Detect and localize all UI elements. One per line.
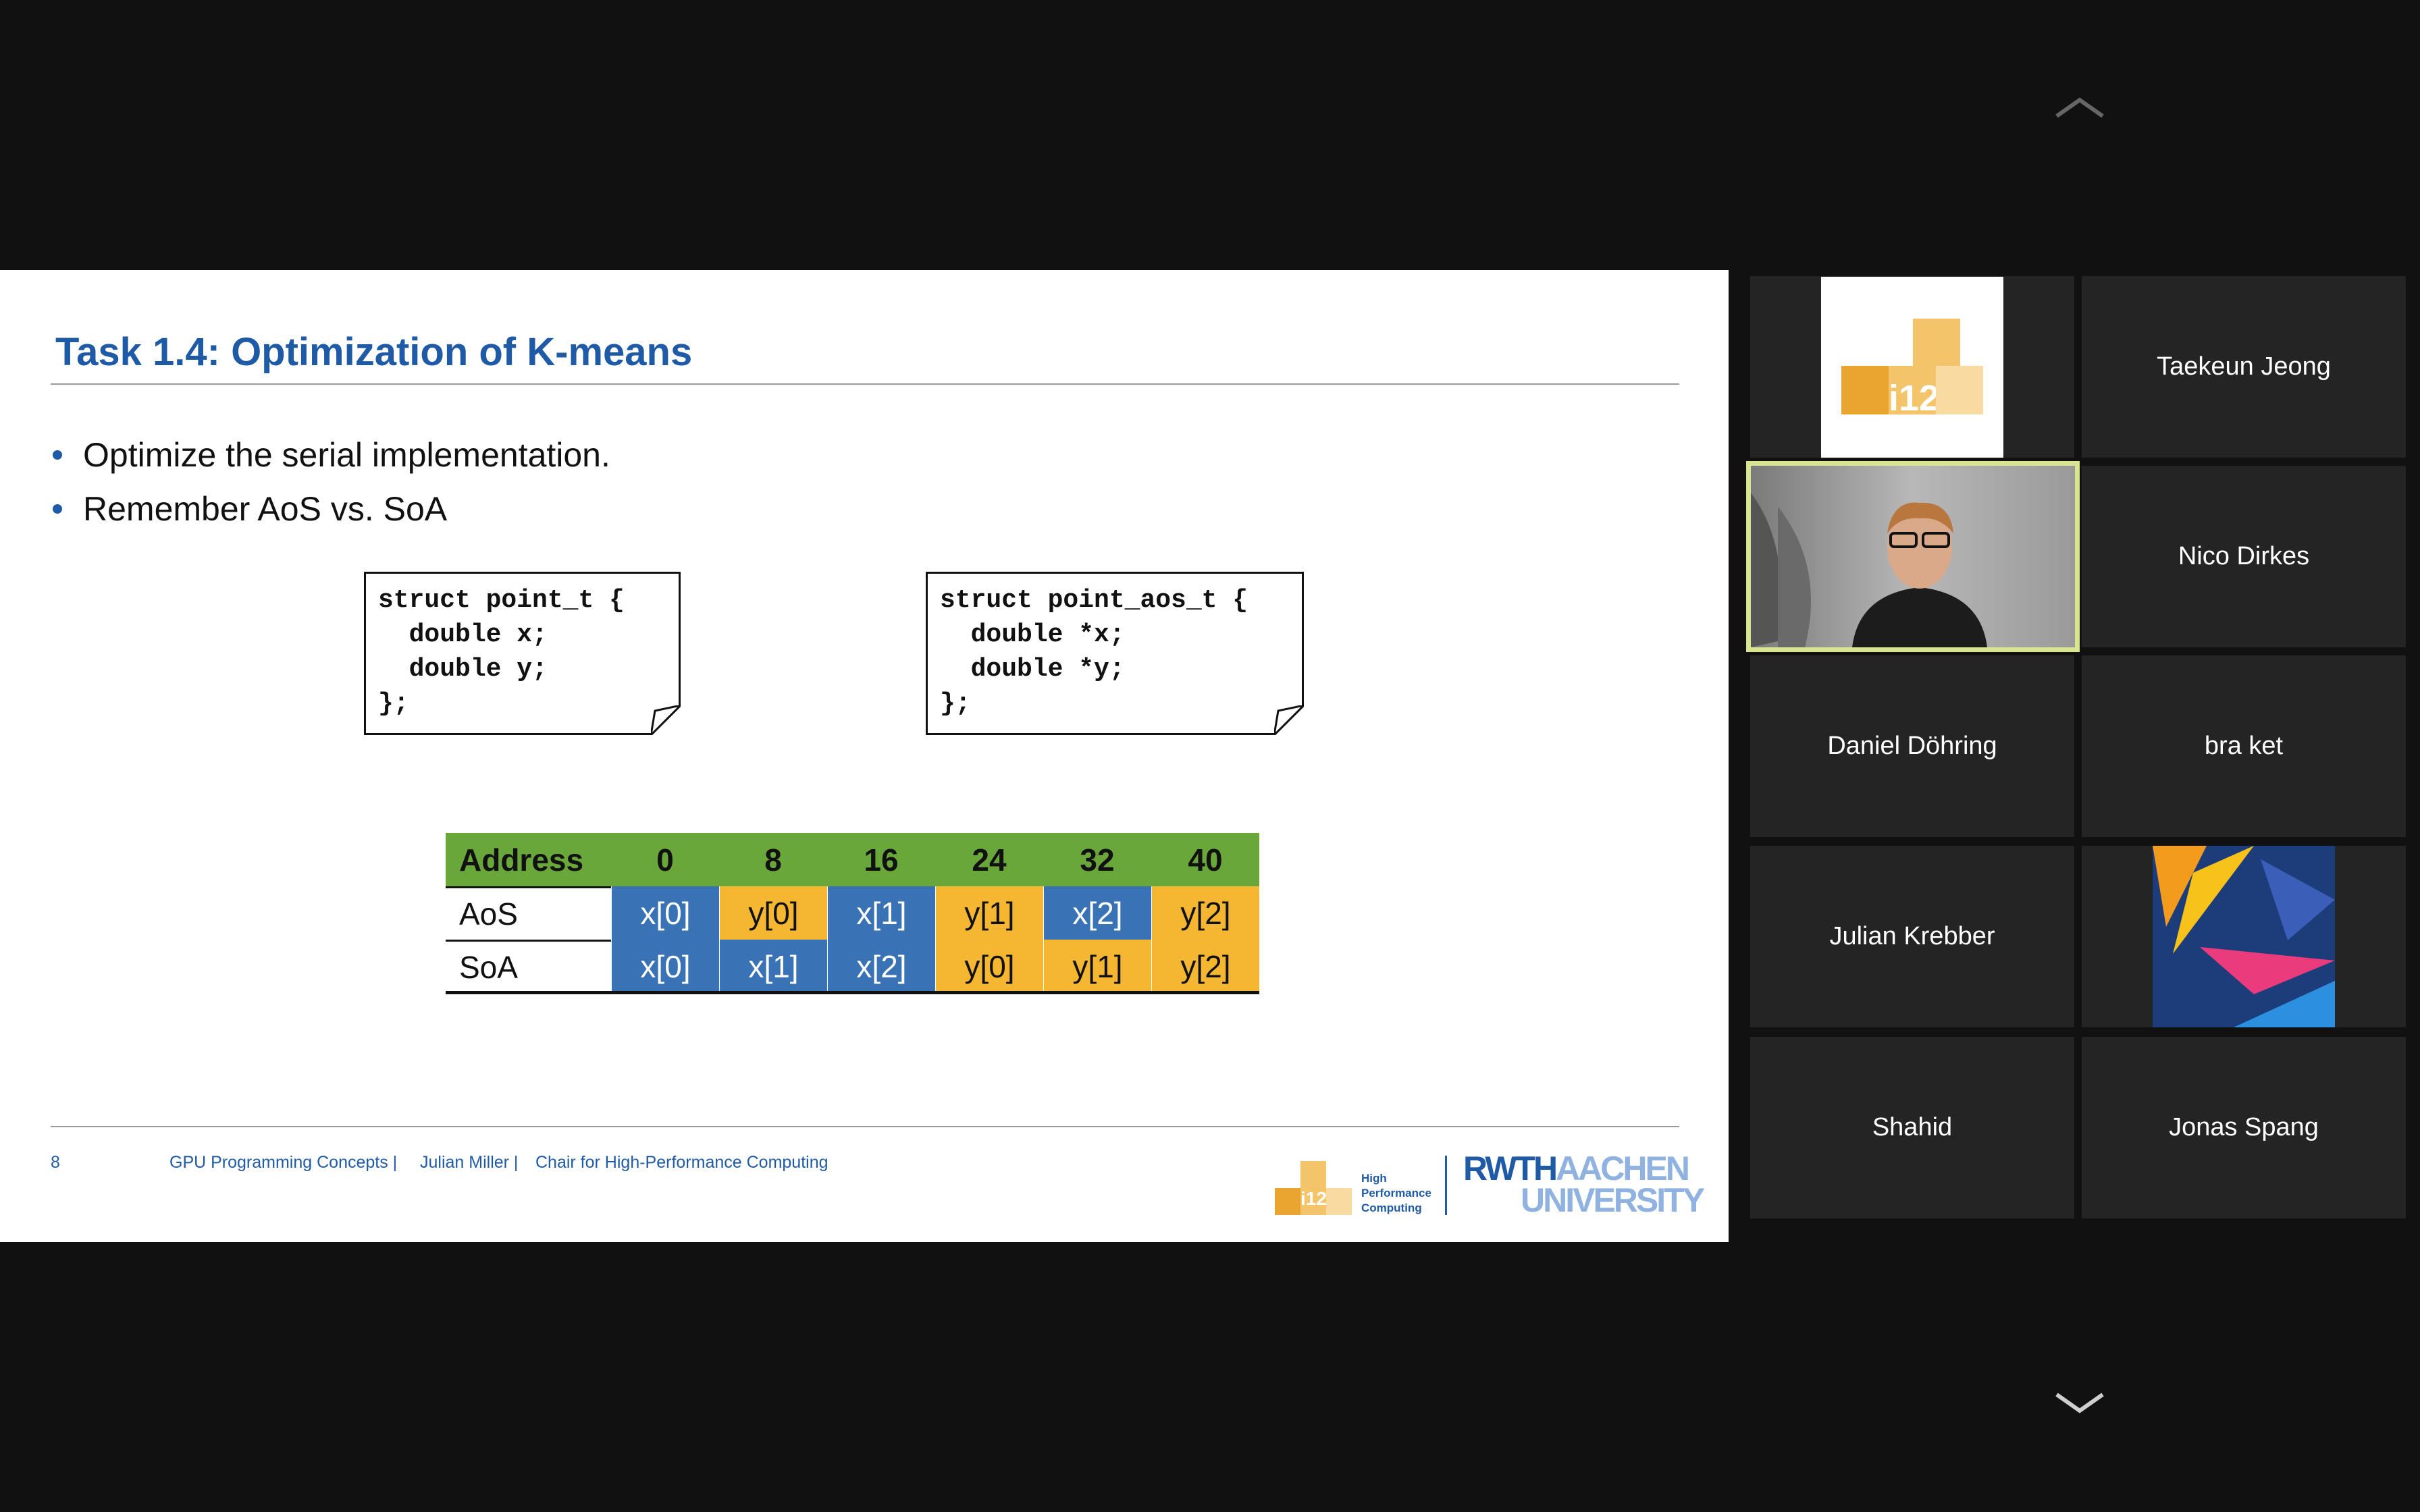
participant-name: Julian Krebber	[1829, 922, 1995, 950]
scroll-up[interactable]	[2053, 94, 2107, 122]
logo-text: UNIVERSITY	[1521, 1181, 1705, 1219]
participant-name: Shahid	[1872, 1113, 1953, 1141]
header-cell: 8	[719, 833, 827, 886]
code-line: struct point_aos_t {	[940, 586, 1248, 615]
participant-tile[interactable]: i12	[1750, 276, 2074, 458]
footer-presenter: Julian Miller |	[420, 1153, 519, 1172]
code-box: struct point_t { double x; double y;};	[364, 572, 681, 735]
page-curl	[651, 705, 681, 735]
page-curl	[1274, 705, 1304, 735]
logo-text: Computing	[1361, 1202, 1422, 1214]
logo-text: AACHEN	[1556, 1150, 1690, 1187]
row-label: SoA	[446, 940, 611, 993]
participant-tile[interactable]: Jonas Spang	[2082, 1037, 2406, 1218]
table-cell: y[0]	[935, 940, 1043, 993]
header-cell: Address	[446, 833, 611, 886]
participant-tile[interactable]: Shahid	[1750, 1037, 2074, 1218]
table-cell: x[1]	[719, 940, 827, 993]
participant-tile[interactable]: bra ket	[2082, 655, 2406, 837]
bullet-dot	[53, 450, 62, 460]
logo-square	[1300, 1161, 1326, 1188]
memory-layout-table: Address 0 8 16 24 32 40 AoS x[0] y[0] x[1] y[1] x[2]…	[446, 833, 1259, 994]
logo-text: High	[1361, 1172, 1387, 1185]
table-cell: x[1]	[827, 886, 935, 940]
table-cell: y[2]	[1151, 886, 1259, 940]
bullet-text: Remember AoS vs. SoA	[83, 490, 448, 528]
footer-chair: Chair for High-Performance Computing	[535, 1153, 828, 1172]
footer-rule	[51, 1126, 1679, 1127]
bullet-dot	[53, 504, 62, 514]
table-cell: x[0]	[611, 940, 719, 993]
bullet-text: Optimize the serial implementation.	[83, 436, 610, 474]
table-cell: x[0]	[611, 886, 719, 940]
logo-hpc: High Performance Computing	[1361, 1171, 1431, 1216]
code-line: };	[378, 689, 409, 718]
participant-name: Daniel Döhring	[1827, 732, 1997, 760]
participant-tile[interactable]: Julian Krebber	[1750, 846, 2074, 1027]
participant-name: Nico Dirkes	[2178, 542, 2310, 570]
logo-square	[1275, 1188, 1300, 1215]
logo-square	[1913, 318, 1960, 366]
header-cell: 32	[1043, 833, 1151, 886]
code-line: };	[940, 689, 971, 718]
participant-tile[interactable]: Nico Dirkes	[2082, 466, 2406, 647]
code-box: struct point_aos_t { double *x; double *…	[926, 572, 1304, 735]
header-cell: 40	[1151, 833, 1259, 886]
logo-i12: i12	[1300, 1188, 1327, 1215]
code-line: struct point_t {	[378, 586, 625, 615]
footer-course: GPU Programming Concepts |	[169, 1153, 398, 1172]
participant-tile[interactable]: Taekeun Jeong	[2082, 276, 2406, 458]
participant-name: Taekeun Jeong	[2157, 352, 2331, 381]
code-line: double *y;	[940, 655, 1125, 684]
logo-i12: i12	[1889, 365, 1939, 418]
avatar-image	[2153, 846, 2335, 1027]
scroll-down[interactable]	[2053, 1389, 2107, 1416]
table-rule	[446, 991, 1259, 994]
logo-text: RWTH	[1463, 1150, 1558, 1187]
participant-tile[interactable]	[2082, 846, 2406, 1027]
header-cell: 24	[935, 833, 1043, 886]
table-cell: y[2]	[1151, 940, 1259, 993]
participant-name: Jonas Spang	[2169, 1113, 2319, 1141]
slide-title: Task 1.4: Optimization of K-means	[55, 330, 693, 374]
code-line: double x;	[378, 620, 548, 649]
table-cell: x[2]	[827, 940, 935, 993]
logo-image: i12	[1821, 276, 2003, 458]
row-label: AoS	[446, 886, 611, 940]
video-feed	[1751, 466, 2075, 647]
logo-text: Performance	[1361, 1187, 1431, 1199]
table-cell: y[1]	[1043, 940, 1151, 993]
shared-slide: Task 1.4: Optimization of K-means 8 GPU …	[0, 270, 1729, 1242]
logo-rwth: RWTHAACHEN	[1463, 1150, 1690, 1187]
logo-square	[1936, 365, 1983, 414]
title-rule	[51, 383, 1679, 385]
logo-square	[1326, 1188, 1352, 1215]
table-cell: x[2]	[1043, 886, 1151, 940]
table-cell: y[0]	[719, 886, 827, 940]
page-number: 8	[51, 1153, 60, 1172]
header-cell: 0	[611, 833, 719, 886]
code-line: double *x;	[940, 620, 1125, 649]
active-speaker-tile[interactable]	[1746, 461, 2080, 652]
code-line: double y;	[378, 655, 548, 684]
header-cell: 16	[827, 833, 935, 886]
logo-divider	[1445, 1156, 1447, 1215]
logo-square	[1841, 365, 1889, 414]
participant-name: bra ket	[2204, 732, 2284, 760]
participant-tile[interactable]: Daniel Döhring	[1750, 655, 2074, 837]
table-cell: y[1]	[935, 886, 1043, 940]
